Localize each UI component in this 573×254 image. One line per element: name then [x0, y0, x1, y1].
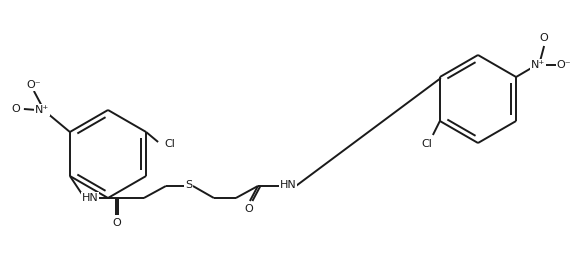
Text: O: O: [540, 33, 548, 43]
Text: HN: HN: [81, 193, 99, 203]
Text: O: O: [245, 204, 253, 214]
Text: HN: HN: [280, 180, 296, 190]
Text: Cl: Cl: [422, 139, 433, 149]
Text: N⁺: N⁺: [35, 105, 49, 115]
Text: O⁻: O⁻: [26, 80, 41, 90]
Text: S: S: [185, 180, 193, 190]
Text: N⁺: N⁺: [531, 60, 545, 70]
Text: O: O: [11, 104, 20, 114]
Text: O⁻: O⁻: [557, 60, 571, 70]
Text: O: O: [112, 218, 121, 228]
Text: Cl: Cl: [164, 139, 175, 149]
